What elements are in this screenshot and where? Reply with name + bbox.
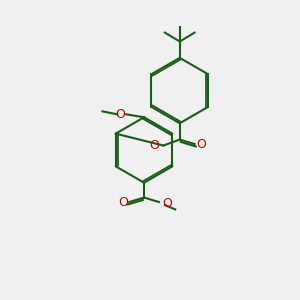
Text: O: O bbox=[115, 108, 125, 121]
Text: O: O bbox=[196, 138, 206, 152]
Text: O: O bbox=[162, 197, 172, 210]
Text: O: O bbox=[118, 196, 128, 209]
Text: O: O bbox=[149, 139, 159, 152]
